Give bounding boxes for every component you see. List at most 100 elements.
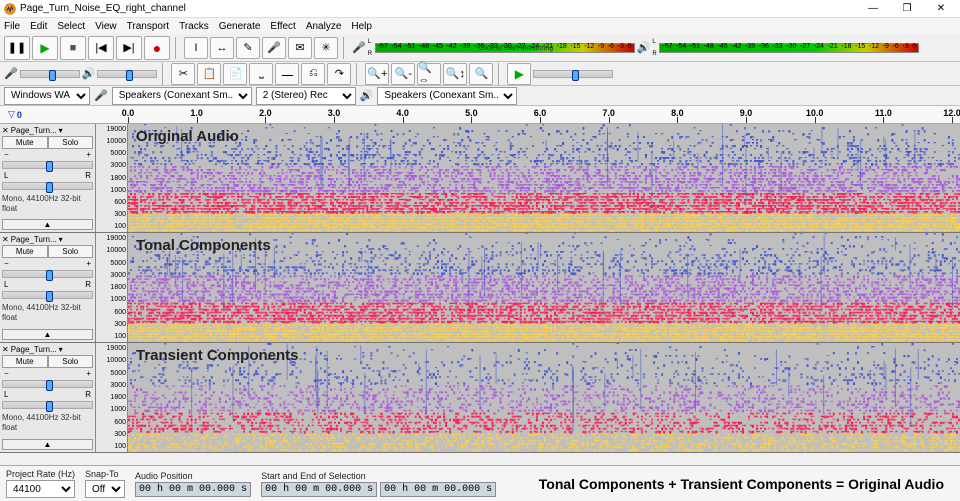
close-window-button[interactable]: ✕ xyxy=(930,2,952,16)
spectrogram-view[interactable]: Transient Components xyxy=(128,343,960,452)
cut-icon[interactable]: ✂ xyxy=(171,63,195,85)
redo-icon[interactable]: ↷ xyxy=(327,63,351,85)
menu-tracks[interactable]: Tracks xyxy=(179,21,209,32)
zoom-out-icon[interactable]: 🔍- xyxy=(391,63,415,85)
track-menu-button[interactable]: ▾ xyxy=(59,126,63,135)
trim-icon[interactable]: ⎵ xyxy=(249,63,273,85)
pause-button[interactable]: ❚❚ xyxy=(4,36,30,60)
selection-end-display[interactable]: 00 h 00 m 00.000 s xyxy=(380,482,496,497)
menubar: File Edit Select View Transport Tracks G… xyxy=(0,18,960,34)
spectrogram-view[interactable]: Tonal Components xyxy=(128,233,960,342)
gain-slider[interactable] xyxy=(2,270,93,278)
snap-to-dropdown[interactable]: Off xyxy=(85,480,125,498)
project-rate-dropdown[interactable]: 44100 xyxy=(6,480,75,498)
divider xyxy=(343,37,347,59)
menu-analyze[interactable]: Analyze xyxy=(306,21,342,32)
menu-generate[interactable]: Generate xyxy=(219,21,261,32)
titlebar: Page_Turn_Noise_EQ_right_channel — ❐ ✕ xyxy=(0,0,960,18)
selection-tool-icon[interactable]: I xyxy=(184,37,208,59)
track-name: Page_Turn... xyxy=(11,126,57,135)
record-button[interactable]: ● xyxy=(144,36,170,60)
audio-position-display[interactable]: 00 h 00 m 00.000 s xyxy=(135,482,251,497)
rec-volume-slider[interactable] xyxy=(20,70,80,78)
pan-slider[interactable] xyxy=(2,182,93,190)
track-overlay-label: Tonal Components xyxy=(136,237,271,254)
solo-button[interactable]: Solo xyxy=(48,245,94,258)
spectrogram-view[interactable]: Original Audio xyxy=(128,124,960,232)
menu-view[interactable]: View xyxy=(95,21,117,32)
track-menu-button[interactable]: ▾ xyxy=(59,345,63,354)
copy-icon[interactable]: 📋 xyxy=(197,63,221,85)
play-meter-scale: -57-54-51-48-45-42-39-36-33-30-27-24-21-… xyxy=(660,43,918,50)
stop-button[interactable]: ■ xyxy=(60,36,86,60)
rec-meter-hint: Click to Start Monitoring xyxy=(479,45,553,52)
solo-button[interactable]: Solo xyxy=(48,355,94,368)
skip-end-button[interactable]: ▶| xyxy=(116,36,142,60)
gain-slider[interactable] xyxy=(2,161,93,169)
silence-icon[interactable]: ⎼ xyxy=(275,63,299,85)
divider xyxy=(356,63,360,85)
play-device-dropdown[interactable]: Speakers (Conexant Sm.. xyxy=(377,87,517,105)
mute-button[interactable]: Mute xyxy=(2,136,48,149)
speaker-level-icon: 🔊 xyxy=(82,67,96,80)
rec-device-dropdown[interactable]: Speakers (Conexant Sm.. xyxy=(112,87,252,105)
main-toolbar: ❚❚ ▶ ■ |◀ ▶| ● I ↔ ✎ 🎤 ✉ ✳ 🎤 LR -57-54-5… xyxy=(0,34,960,62)
track-close-button[interactable]: ✕ xyxy=(2,235,9,244)
envelope-tool-icon[interactable]: ↔ xyxy=(210,37,234,59)
gain-slider[interactable] xyxy=(2,380,93,388)
play-volume-slider[interactable] xyxy=(97,70,157,78)
zoom-in-icon[interactable]: 🔍+ xyxy=(365,63,389,85)
menu-edit[interactable]: Edit xyxy=(30,21,47,32)
play-button[interactable]: ▶ xyxy=(32,36,58,60)
track-control-panel: ✕ Page_Turn... ▾ MuteSolo −+ LR Mono, 44… xyxy=(0,124,96,232)
collapse-button[interactable]: ▲ xyxy=(2,329,93,340)
skip-start-button[interactable]: |◀ xyxy=(88,36,114,60)
draw-tool-icon[interactable]: ✎ xyxy=(236,37,260,59)
zoom-toggle-icon[interactable]: 🔍 xyxy=(469,63,493,85)
recording-meter[interactable]: -57-54-51-48-45-42-39-36-33-30-27-24-21-… xyxy=(375,43,635,53)
menu-file[interactable]: File xyxy=(4,21,20,32)
selection-label: Start and End of Selection xyxy=(261,471,496,481)
track-control-panel: ✕ Page_Turn... ▾ MuteSolo −+ LR Mono, 44… xyxy=(0,343,96,452)
timeline-ruler[interactable]: ▽ 0 0.01.02.03.04.05.06.07.08.09.010.011… xyxy=(0,106,960,124)
track-close-button[interactable]: ✕ xyxy=(2,126,9,135)
track-format-info: Mono, 44100Hz 32-bit float xyxy=(2,413,93,432)
zoom-tool-icon[interactable]: ✉ xyxy=(288,37,312,59)
snap-to-label: Snap-To xyxy=(85,469,125,479)
play-at-speed-button[interactable]: ▶ xyxy=(507,63,531,85)
collapse-button[interactable]: ▲ xyxy=(2,439,93,450)
collapse-button[interactable]: ▲ xyxy=(2,219,93,230)
mic-icon[interactable]: 🎤 xyxy=(262,37,286,59)
speaker-device-icon: 🔊 xyxy=(360,89,374,102)
menu-select[interactable]: Select xyxy=(57,21,85,32)
menu-effect[interactable]: Effect xyxy=(270,21,295,32)
undo-icon[interactable]: ⎌ xyxy=(301,63,325,85)
selection-start-display[interactable]: 00 h 00 m 00.000 s xyxy=(261,482,377,497)
track-menu-button[interactable]: ▾ xyxy=(59,235,63,244)
menu-help[interactable]: Help xyxy=(351,21,372,32)
pan-slider[interactable] xyxy=(2,401,93,409)
paste-icon[interactable]: 📄 xyxy=(223,63,247,85)
mic-level-icon: 🎤 xyxy=(4,67,18,80)
mute-button[interactable]: Mute xyxy=(2,355,48,368)
track-close-button[interactable]: ✕ xyxy=(2,345,9,354)
maximize-button[interactable]: ❐ xyxy=(896,2,918,16)
ruler-pin-icon[interactable]: ▽ 0 xyxy=(8,109,22,120)
rec-channels-dropdown[interactable]: 2 (Stereo) Rec xyxy=(256,87,356,105)
track: ✕ Page_Turn... ▾ MuteSolo −+ LR Mono, 44… xyxy=(0,124,960,233)
multi-tool-icon[interactable]: ✳ xyxy=(314,37,338,59)
track-overlay-label: Original Audio xyxy=(136,128,239,145)
audio-position-label: Audio Position xyxy=(135,471,251,481)
solo-button[interactable]: Solo xyxy=(48,136,94,149)
track-control-panel: ✕ Page_Turn... ▾ MuteSolo −+ LR Mono, 44… xyxy=(0,233,96,342)
audio-host-dropdown[interactable]: Windows WA xyxy=(4,87,90,105)
minimize-button[interactable]: — xyxy=(862,2,884,16)
playback-meter[interactable]: -57-54-51-48-45-42-39-36-33-30-27-24-21-… xyxy=(659,43,919,53)
fit-selection-icon[interactable]: 🔍⇔ xyxy=(417,63,441,85)
mute-button[interactable]: Mute xyxy=(2,245,48,258)
pan-slider[interactable] xyxy=(2,291,93,299)
menu-transport[interactable]: Transport xyxy=(127,21,169,32)
play-speed-slider[interactable] xyxy=(533,70,613,78)
track-name: Page_Turn... xyxy=(11,345,57,354)
fit-project-icon[interactable]: 🔍↕ xyxy=(443,63,467,85)
